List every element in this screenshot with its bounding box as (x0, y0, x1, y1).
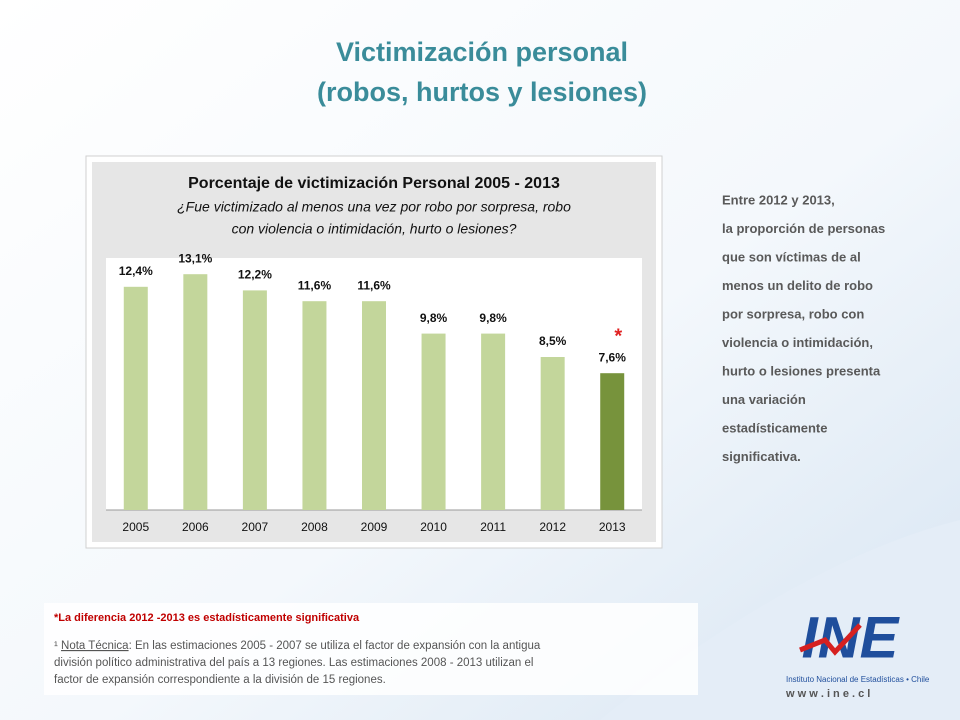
data-label: 12,4% (119, 264, 153, 278)
data-label: 12,2% (238, 268, 272, 282)
bar (540, 357, 565, 510)
data-label: 11,6% (298, 278, 332, 292)
bar (421, 333, 446, 510)
chart-subtitle: ¿Fue victimizado al menos una vez por ro… (177, 199, 571, 215)
x-tick-label: 2013 (599, 520, 626, 534)
bar (242, 290, 267, 510)
side-line: menos un delito de robo (722, 278, 873, 293)
data-label: 13,1% (178, 251, 212, 265)
note: ¹ Nota Técnica: En las estimaciones 2005… (54, 640, 541, 652)
annotation: * (614, 325, 622, 347)
data-label: 11,6% (357, 278, 391, 292)
x-tick-label: 2008 (301, 520, 328, 534)
side-line: Entre 2012 y 2013, (722, 192, 835, 207)
side-line: violencia o intimidación, (722, 335, 873, 350)
x-tick-label: 2009 (361, 520, 388, 534)
data-label: 9,8% (479, 311, 507, 325)
side-line: por sorpresa, robo con (722, 306, 864, 321)
note-text: división político administrativa del paí… (54, 657, 533, 669)
chart-subtitle: con violencia o intimidación, hurto o le… (232, 221, 517, 237)
side-line: significativa. (722, 449, 801, 464)
bar (362, 301, 386, 510)
x-tick-label: 2010 (420, 520, 447, 534)
note-text: : En las estimaciones 2005 - 2007 se uti… (129, 640, 541, 652)
data-label: 8,5% (539, 334, 567, 348)
note-mark: ¹ (54, 640, 61, 652)
logo-url: w w w . i n e . c l (785, 688, 870, 700)
chart-title: Porcentaje de victimización Personal 200… (188, 175, 560, 192)
logo-stroke (799, 623, 862, 656)
logo-name: Instituto Nacional de Estadísticas • Chi… (786, 675, 930, 684)
bar (600, 373, 625, 510)
side-line: estadísticamente (722, 420, 828, 435)
footnote-box (44, 603, 698, 695)
side-line: que son víctimas de al (722, 249, 861, 264)
data-label: 9,8% (420, 311, 448, 325)
slide-title: (robos, hurtos y lesiones) (317, 77, 647, 107)
footnote: *La diferencia 2012 -2013 es estadística… (54, 612, 360, 624)
note-text: factor de expansión correspondiente a la… (54, 674, 386, 686)
bar (123, 286, 148, 510)
bar (183, 274, 208, 510)
bar (302, 301, 327, 510)
side-line: una variación (722, 392, 806, 407)
bar (481, 333, 506, 510)
side-line: la proporción de personas (722, 221, 885, 236)
note-link: Nota Técnica (61, 640, 129, 652)
x-tick-label: 2007 (242, 520, 269, 534)
x-tick-label: 2012 (539, 520, 566, 534)
x-tick-label: 2005 (122, 520, 149, 534)
data-label: 7,6% (599, 350, 627, 364)
x-tick-label: 2011 (480, 520, 506, 534)
x-tick-label: 2006 (182, 520, 209, 534)
side-text: Entre 2012 y 2013, la proporción de perso… (722, 192, 885, 464)
slide-title: Victimización personal (336, 37, 628, 67)
side-line: hurto o lesiones presenta (722, 363, 881, 378)
